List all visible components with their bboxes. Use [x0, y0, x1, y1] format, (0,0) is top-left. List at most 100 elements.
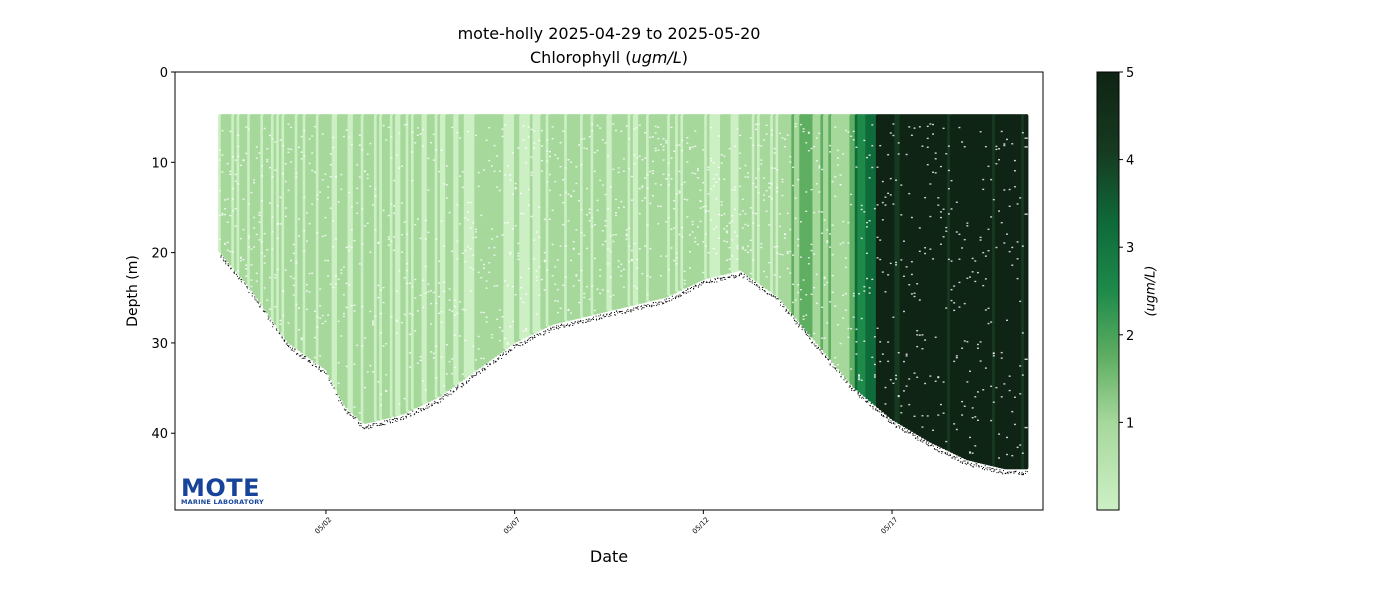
seafloor-point [637, 308, 639, 310]
sample-gap [504, 222, 508, 224]
seafloor-point [457, 384, 459, 386]
sample-gap [498, 326, 503, 329]
sample-gap [902, 390, 907, 392]
sample-gap [276, 205, 281, 207]
sample-gap [879, 144, 883, 147]
sample-gap [268, 202, 273, 204]
sample-gap [432, 357, 436, 359]
seafloor-point [985, 467, 987, 469]
sample-gap [770, 134, 775, 136]
sample-gap [588, 212, 592, 214]
seafloor-point [344, 409, 346, 411]
sample-gap [834, 126, 838, 128]
sample-gap [559, 165, 563, 168]
seafloor-point [888, 419, 890, 421]
seafloor-point [740, 273, 742, 275]
seafloor-point [646, 306, 648, 308]
sample-gap [831, 180, 835, 183]
sample-gap [395, 320, 399, 323]
seafloor-point [423, 409, 425, 411]
sample-gap [496, 235, 500, 238]
sample-gap [895, 179, 899, 181]
seafloor-point [989, 467, 991, 469]
seafloor-point [322, 369, 324, 371]
sample-gap [942, 412, 946, 414]
sample-gap [641, 199, 645, 202]
sample-gap [517, 147, 521, 149]
sample-gap [292, 252, 296, 255]
sample-gap [900, 214, 904, 216]
seafloor-point [675, 298, 677, 300]
sample-gap [585, 187, 590, 190]
sample-gap [424, 292, 429, 294]
seafloor-point [928, 442, 930, 444]
colorbar-tick-label: 1 [1126, 416, 1134, 431]
sample-gap [924, 196, 928, 199]
seafloor-point [474, 375, 476, 377]
sample-gap [377, 296, 381, 299]
sample-gap [622, 206, 627, 208]
seafloor-point [515, 344, 517, 346]
x-tick-label: 05/17 [880, 516, 900, 536]
sample-gap [842, 153, 846, 155]
sample-gap [760, 145, 764, 147]
sample-gap [485, 287, 489, 289]
sample-gap [419, 133, 423, 135]
seafloor-point [658, 302, 660, 304]
sample-gap [393, 205, 397, 207]
seafloor-point [811, 342, 813, 344]
sample-gap [290, 126, 294, 129]
sample-gap [794, 217, 798, 220]
sample-gap [541, 159, 545, 162]
seafloor-point [890, 420, 892, 422]
sample-gap [398, 270, 402, 272]
seafloor-point [1019, 471, 1021, 473]
sample-gap [871, 356, 875, 359]
sample-gap [221, 214, 225, 216]
seafloor-point [952, 456, 954, 458]
seafloor-point [907, 432, 909, 434]
sample-gap [628, 168, 632, 170]
sample-gap [337, 201, 341, 203]
sample-gap [356, 164, 360, 166]
sample-gap [377, 241, 381, 244]
seafloor-point [954, 457, 956, 459]
sample-gap [480, 214, 484, 217]
seafloor-point [708, 282, 710, 284]
sample-gap [329, 283, 333, 285]
sample-gap [493, 144, 497, 147]
sample-gap [979, 239, 983, 241]
seafloor-point [714, 278, 716, 280]
seafloor-point [223, 260, 225, 262]
sample-gap [250, 248, 254, 250]
sample-gap [773, 152, 777, 154]
seafloor-point [1021, 471, 1023, 473]
sample-gap [768, 186, 772, 189]
sample-gap [860, 208, 864, 211]
sample-gap [675, 193, 680, 195]
sample-gap [752, 144, 756, 147]
sample-gap [636, 127, 640, 129]
sample-gap [361, 149, 365, 151]
sample-gap [379, 289, 384, 291]
sample-gap [372, 322, 376, 324]
sample-gap [268, 134, 273, 137]
sample-gap [895, 261, 899, 264]
seafloor-point [573, 323, 575, 325]
seafloor-point [695, 285, 697, 287]
sample-gap [990, 385, 994, 388]
seafloor-point [740, 272, 742, 274]
sample-gap [707, 210, 711, 212]
seafloor-point [352, 416, 354, 418]
sample-gap [596, 199, 600, 202]
sample-gap [657, 223, 661, 225]
sample-gap [596, 288, 600, 290]
sample-gap [926, 415, 930, 417]
sample-gap [628, 245, 632, 247]
sample-gap [332, 220, 336, 222]
seafloor-point [290, 349, 292, 351]
sample-gap [1024, 146, 1028, 148]
sample-gap [834, 356, 838, 359]
seafloor-point [993, 471, 995, 473]
sample-gap [636, 157, 640, 159]
